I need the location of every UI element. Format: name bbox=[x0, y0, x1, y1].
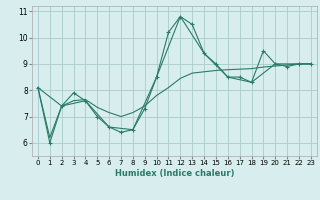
X-axis label: Humidex (Indice chaleur): Humidex (Indice chaleur) bbox=[115, 169, 234, 178]
